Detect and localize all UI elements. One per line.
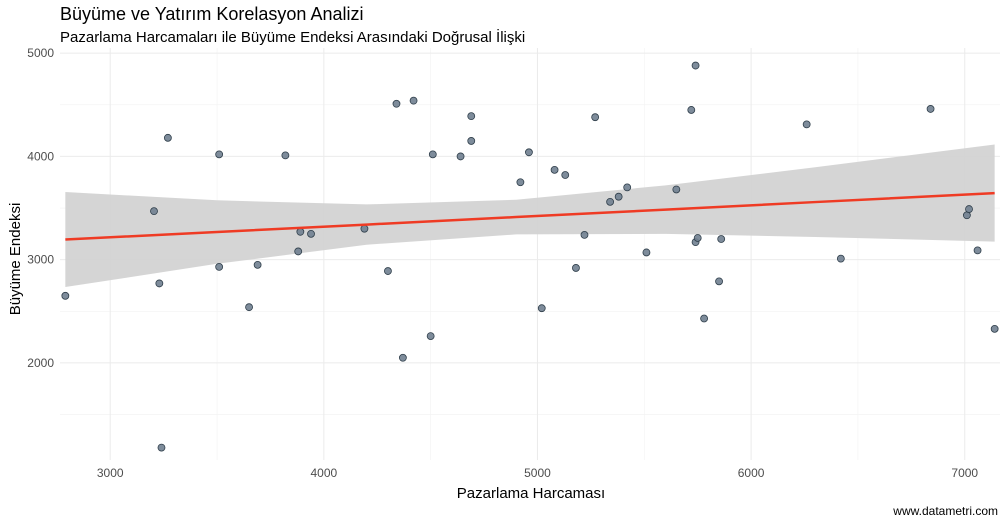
data-point: [691, 61, 700, 70]
y-axis-ticks: 2000 3000 4000 5000: [27, 46, 54, 370]
data-point: [965, 205, 973, 213]
data-point: [537, 304, 546, 313]
x-axis-ticks: 3000 4000 5000 6000 7000: [97, 466, 979, 480]
data-point: [836, 254, 845, 263]
data-point: [360, 224, 369, 233]
data-point: [150, 207, 158, 216]
data-point: [614, 192, 623, 201]
y-axis-title: Büyüme Endeksi: [7, 203, 24, 316]
data-point: [926, 105, 935, 113]
data-point: [580, 230, 589, 239]
data-point: [693, 234, 702, 242]
data-point: [516, 178, 525, 187]
data-point: [294, 247, 303, 256]
trend-line: [65, 191, 995, 241]
data-point: [392, 99, 401, 108]
data-point: [163, 133, 172, 142]
data-point: [456, 152, 465, 161]
data-point: [467, 137, 476, 145]
data-point: [525, 148, 533, 157]
data-point: [296, 227, 305, 236]
data-point: [700, 314, 709, 323]
data-point: [384, 267, 392, 275]
data-point: [606, 197, 615, 206]
data-point: [802, 120, 811, 129]
data-point: [591, 113, 600, 122]
data-point: [426, 332, 435, 340]
data-point: [572, 264, 580, 272]
chart-title: Büyüme ve Yatırım Korelasyon Analizi: [60, 4, 364, 24]
data-point: [215, 263, 224, 271]
y-tick-label: 5000: [27, 46, 54, 60]
data-point: [717, 235, 726, 243]
x-tick-label: 4000: [310, 466, 337, 480]
data-point: [61, 291, 70, 300]
y-tick-label: 3000: [27, 253, 54, 267]
data-point: [155, 279, 164, 288]
data-point: [467, 112, 476, 121]
data-points: [61, 61, 999, 452]
data-point: [409, 96, 418, 105]
x-axis-title: Pazarlama Harcaması: [457, 485, 605, 502]
data-point: [215, 150, 224, 159]
data-point: [990, 324, 999, 333]
data-point: [550, 165, 559, 174]
data-point: [253, 260, 262, 269]
data-point: [157, 443, 166, 452]
data-point: [973, 246, 982, 255]
y-tick-label: 4000: [27, 149, 54, 163]
data-point: [561, 171, 570, 179]
x-tick-label: 5000: [524, 466, 551, 480]
chart-subtitle: Pazarlama Harcamaları ile Büyüme Endeksi…: [60, 29, 526, 46]
data-point: [281, 151, 290, 160]
data-point: [398, 353, 407, 362]
data-point: [307, 229, 315, 238]
data-point: [672, 185, 681, 194]
x-tick-label: 6000: [738, 466, 765, 480]
y-tick-label: 2000: [27, 356, 54, 370]
data-point: [245, 303, 253, 312]
data-point: [715, 277, 723, 286]
chart-caption: www.datametri.com: [893, 504, 998, 518]
data-point: [623, 183, 632, 192]
data-point: [687, 106, 696, 114]
data-point: [642, 248, 651, 257]
x-tick-label: 3000: [97, 466, 124, 480]
x-tick-label: 7000: [951, 466, 978, 480]
data-point: [428, 150, 437, 159]
